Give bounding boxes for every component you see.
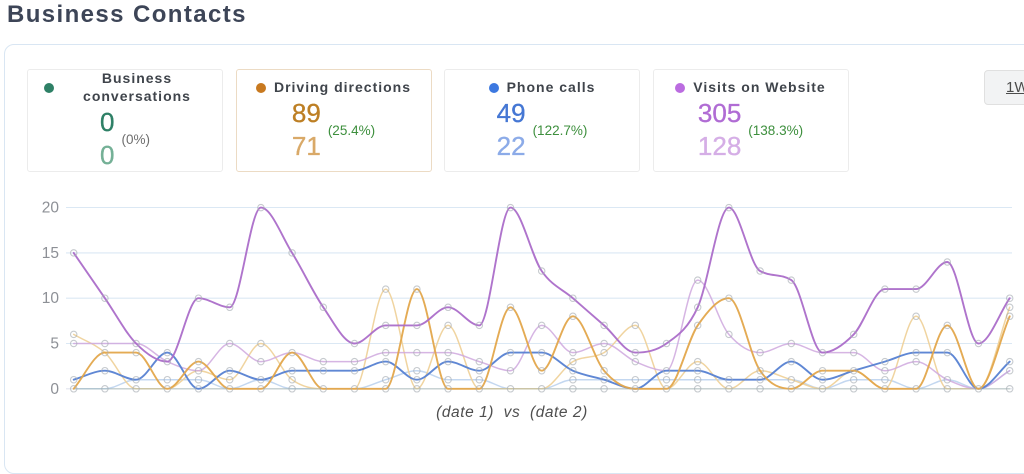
- svg-text:15: 15: [42, 245, 59, 262]
- svg-text:0: 0: [50, 381, 59, 398]
- svg-text:5: 5: [50, 336, 59, 353]
- svg-text:(date 1) vs (date 2): (date 1) vs (date 2): [436, 404, 588, 421]
- svg-text:20: 20: [42, 200, 60, 217]
- svg-text:10: 10: [42, 290, 60, 307]
